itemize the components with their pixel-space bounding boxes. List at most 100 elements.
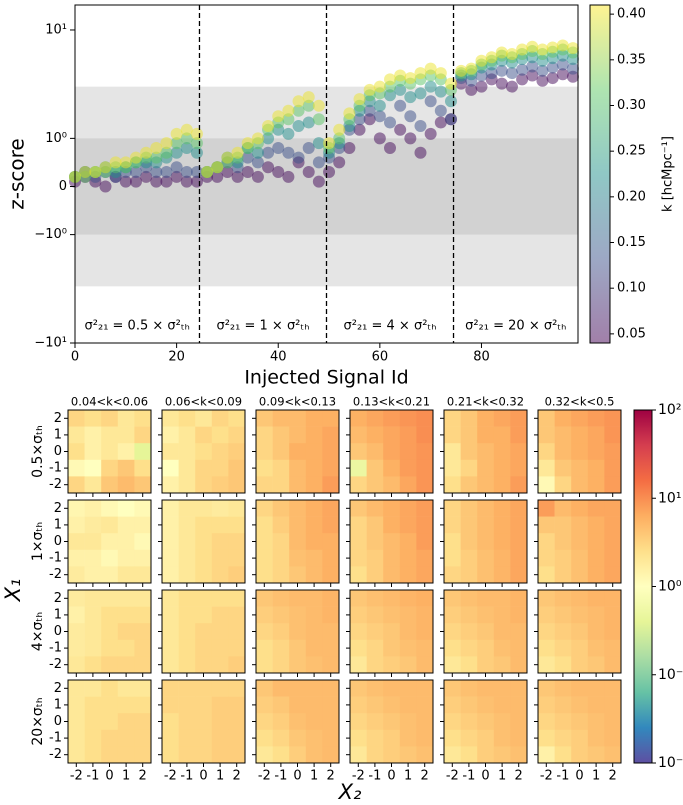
heatmap-cell [195, 500, 213, 517]
heatmap-cell [228, 566, 246, 584]
heatmap-cell [322, 696, 340, 714]
heatmap-cell [538, 516, 555, 534]
heatmap-cell [134, 606, 152, 624]
x-tick-label: 2 [515, 769, 523, 784]
point [516, 73, 529, 86]
heatmap-cell [272, 476, 290, 494]
heatmap-cell [162, 623, 179, 641]
heatmap-cell [350, 623, 367, 641]
heatmap-cell [399, 443, 417, 461]
heatmap-cell [604, 696, 622, 714]
y-tick-label: -1 [49, 461, 62, 476]
heatmap-cell [538, 500, 555, 517]
heatmap-cell [228, 606, 246, 624]
heatmap-cell [510, 426, 528, 444]
point [282, 146, 295, 159]
heatmap-cell [571, 500, 589, 517]
heatmap-cell [84, 713, 102, 731]
heatmap-cell [211, 713, 229, 731]
heatmap-cell [460, 656, 478, 674]
colorbar-tick-label: 0.25 [617, 144, 646, 159]
heatmap-cell [350, 533, 367, 551]
y-tick-label: 10¹ [45, 22, 67, 37]
heatmap-cell [256, 746, 273, 764]
heatmap-cell [571, 533, 589, 551]
point [302, 91, 315, 104]
heatmap-cell [162, 533, 179, 551]
heatmap-cell [554, 410, 572, 427]
heatmap-cell [477, 656, 495, 674]
heatmap-cell [510, 713, 528, 731]
point [251, 132, 264, 145]
axes-frame [74, 4, 579, 344]
heatmap-cell [162, 746, 179, 764]
heatmap-cell [272, 696, 290, 714]
point [180, 132, 193, 145]
heatmap-cell [554, 516, 572, 534]
heatmap-cell [256, 623, 273, 641]
x-tick-label: 2 [327, 769, 335, 784]
point [272, 166, 285, 179]
heatmap-cell [228, 729, 246, 747]
heatmap-cell [510, 516, 528, 534]
x-tick-label: -2 [258, 769, 271, 784]
point [170, 137, 183, 150]
point [384, 116, 397, 129]
heatmap-cell [571, 606, 589, 624]
heatmap-cell [444, 500, 461, 517]
heatmap-cell [272, 410, 290, 427]
heatmap-cell [383, 476, 401, 494]
heatmap-cell [68, 713, 85, 731]
heatmap-cell [587, 443, 605, 461]
heatmap-cell [604, 500, 622, 517]
point [323, 166, 336, 179]
heatmap-cell [444, 746, 461, 764]
point [150, 175, 163, 188]
point [282, 104, 295, 117]
heatmap-cell [68, 680, 85, 697]
heatmap-cell [272, 680, 290, 697]
heatmap-cell [587, 459, 605, 477]
heatmap-cell [383, 623, 401, 641]
heatmap-cell [416, 746, 434, 764]
heatmap-cell [604, 410, 622, 427]
heatmap-cell [178, 533, 196, 551]
heatmap-cell [493, 426, 511, 444]
x-tick-label: 2 [609, 769, 617, 784]
heatmap-cell [178, 459, 196, 477]
colorbar-tick-label: 0.15 [617, 235, 646, 250]
heatmap-cell [350, 459, 367, 477]
heatmap-cell [416, 623, 434, 641]
heatmap-cell [604, 656, 622, 674]
heatmap-cell [256, 680, 273, 697]
heatmap-cell [350, 696, 367, 714]
y-tick-label: 1 [54, 607, 62, 622]
heatmap-cell [256, 606, 273, 624]
column-title: 0.13<k<0.21 [353, 395, 430, 409]
point [160, 175, 173, 188]
point [394, 69, 407, 82]
heatmap-cell [134, 623, 152, 641]
heatmap-cell [228, 549, 246, 567]
heatmap-cell [587, 549, 605, 567]
heatmap-cell [101, 606, 119, 624]
heatmap-cell [84, 696, 102, 714]
heatmap-cell [289, 459, 307, 477]
x-tick-label: 0 [293, 769, 301, 784]
heatmap-cell [162, 639, 179, 657]
heatmap-cell [211, 606, 229, 624]
x-tick-label: -1 [556, 769, 569, 784]
heatmap-cell [350, 410, 367, 427]
heatmap-cell [366, 696, 384, 714]
row-label: 4×σₜₕ [30, 612, 46, 651]
heatmap-cell [399, 680, 417, 697]
heatmap-cell [228, 680, 246, 697]
heatmap-cell [322, 729, 340, 747]
heatmap-cell [117, 606, 135, 624]
point [109, 156, 122, 169]
heatmap-cell [322, 746, 340, 764]
x-tick-label: -1 [368, 769, 381, 784]
heatmap-cell [134, 500, 152, 517]
point [241, 166, 254, 179]
point [302, 166, 315, 179]
